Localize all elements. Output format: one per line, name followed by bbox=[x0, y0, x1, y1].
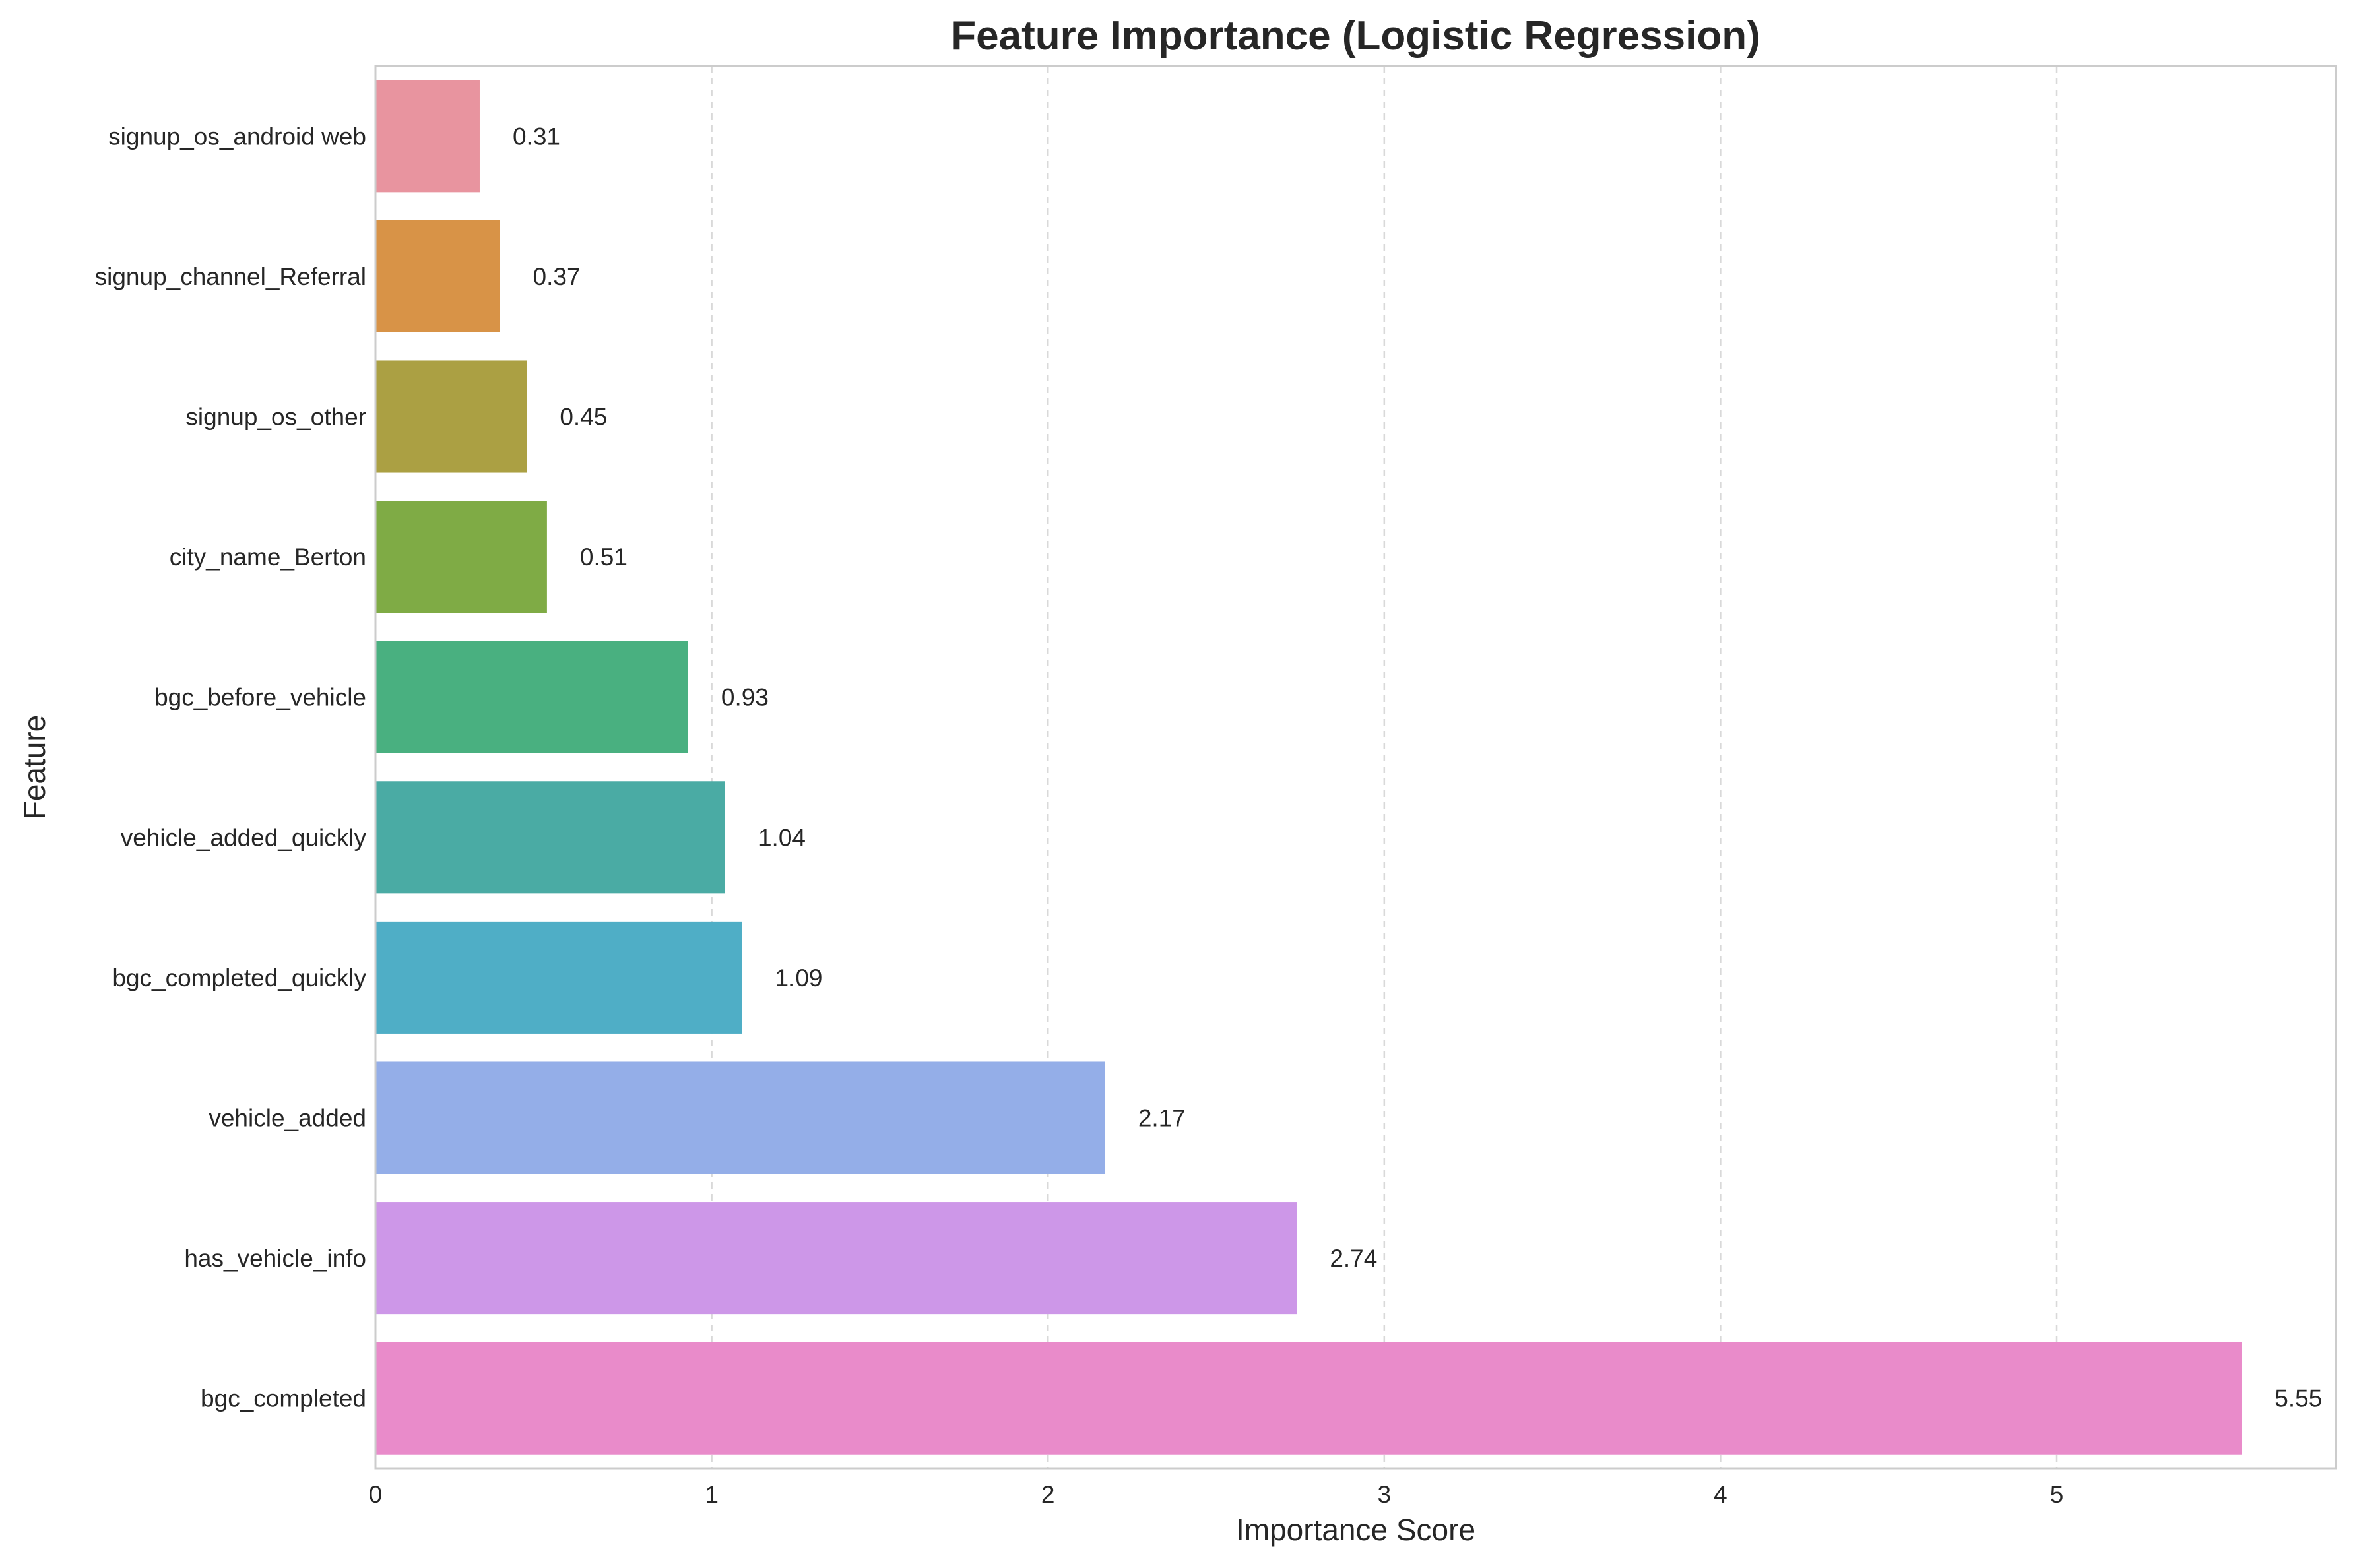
x-tick-label: 0 bbox=[369, 1481, 383, 1508]
bar bbox=[375, 1342, 2242, 1455]
value-labels: 0.31 0.37 0.45 0.51 0.93 1.04 1.09 2.17 2.74 5.55 bbox=[513, 123, 2322, 1412]
y-tick-label: has_vehicle_info bbox=[184, 1245, 366, 1272]
value-label: 0.93 bbox=[721, 684, 769, 711]
value-label: 2.17 bbox=[1138, 1105, 1186, 1132]
bar bbox=[375, 220, 500, 332]
value-label: 0.37 bbox=[533, 263, 581, 290]
bar bbox=[375, 1202, 1297, 1315]
value-label: 5.55 bbox=[2274, 1385, 2322, 1412]
bar bbox=[375, 781, 725, 894]
value-label: 0.45 bbox=[560, 404, 607, 431]
y-tick-label: city_name_Berton bbox=[170, 544, 366, 571]
x-tick-label: 3 bbox=[1378, 1481, 1392, 1508]
bar bbox=[375, 1061, 1105, 1174]
x-tick-label: 1 bbox=[705, 1481, 719, 1508]
value-label: 1.04 bbox=[758, 824, 806, 851]
y-axis-label: Feature bbox=[17, 715, 51, 820]
x-tick-labels: 0 1 2 3 4 5 bbox=[369, 1481, 2064, 1508]
value-label: 1.09 bbox=[775, 964, 822, 991]
y-tick-label: signup_os_android web bbox=[108, 123, 366, 150]
value-label: 0.51 bbox=[580, 544, 628, 571]
bars bbox=[375, 80, 2242, 1455]
chart-title: Feature Importance (Logistic Regression) bbox=[951, 13, 1760, 59]
y-tick-label: vehicle_added_quickly bbox=[121, 824, 367, 851]
x-tick-label: 5 bbox=[2050, 1481, 2064, 1508]
x-tick-label: 4 bbox=[1714, 1481, 1727, 1508]
bar bbox=[375, 641, 688, 753]
bar bbox=[375, 80, 480, 193]
y-tick-labels: signup_os_android web signup_channel_Refe… bbox=[95, 123, 367, 1412]
plot-frame bbox=[374, 65, 2337, 1470]
value-label: 0.31 bbox=[513, 123, 560, 150]
y-tick-label: bgc_completed bbox=[201, 1385, 366, 1412]
y-tick-label: signup_os_other bbox=[185, 404, 366, 431]
bar bbox=[375, 360, 527, 473]
y-tick-label: bgc_before_vehicle bbox=[154, 684, 366, 711]
value-label: 2.74 bbox=[1330, 1245, 1377, 1272]
y-tick-label: signup_channel_Referral bbox=[95, 263, 366, 290]
x-tick-label: 2 bbox=[1041, 1481, 1055, 1508]
bar bbox=[375, 921, 742, 1034]
bar bbox=[375, 501, 547, 613]
y-tick-label: vehicle_added bbox=[209, 1105, 366, 1132]
x-axis-label: Importance Score bbox=[1236, 1513, 1475, 1547]
y-tick-label: bgc_completed_quickly bbox=[112, 964, 366, 991]
